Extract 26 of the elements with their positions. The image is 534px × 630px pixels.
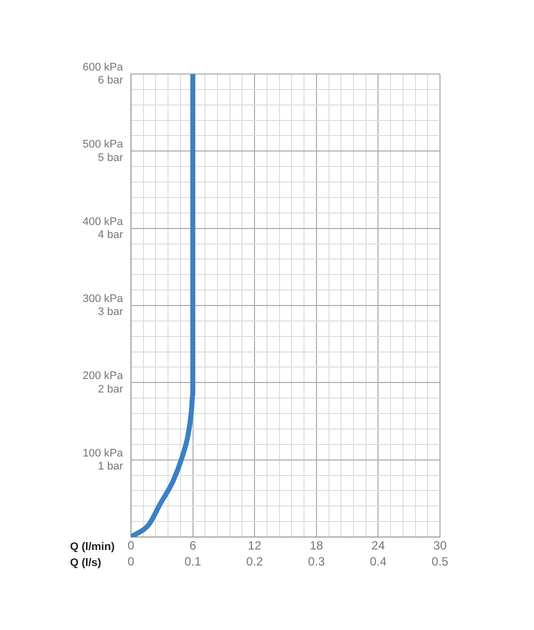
x2-tick-label: 0.3: [308, 554, 326, 569]
y2-tick-label: 2 bar: [98, 383, 124, 396]
x-tick-label: 18: [310, 538, 324, 553]
y-tick-label: 300 kPa: [82, 292, 124, 305]
y-tick-label: 400 kPa: [82, 216, 124, 228]
x2-tick-label: 0.5: [432, 554, 449, 569]
x-tick-label: 24: [372, 538, 386, 553]
x-tick-label: 30: [433, 538, 447, 553]
y2-tick-label: 1 bar: [98, 460, 124, 472]
x-axis-title: Q (l/min): [70, 541, 115, 554]
y2-tick-label: 4 bar: [98, 228, 124, 241]
x2-tick-label: 0.4: [370, 554, 387, 569]
x-tick-label: 12: [248, 538, 262, 553]
y2-tick-label: 5 bar: [98, 152, 124, 164]
x-tick-label: 6: [189, 538, 196, 553]
y-tick-label: 500 kPa: [82, 138, 124, 151]
x2-axis-title: Q (l/s): [70, 557, 102, 570]
x-tick-label: 0: [128, 538, 135, 553]
y-tick-label: 200 kPa: [82, 370, 124, 382]
y-tick-label: 100 kPa: [82, 447, 124, 460]
y2-tick-label: 3 bar: [98, 306, 124, 318]
x2-tick-label: 0: [128, 554, 135, 569]
x2-tick-label: 0.1: [184, 554, 202, 569]
x2-tick-label: 0.2: [246, 554, 264, 569]
y2-tick-label: 6 bar: [98, 74, 124, 87]
y-tick-label: 600 kPa: [82, 61, 124, 74]
